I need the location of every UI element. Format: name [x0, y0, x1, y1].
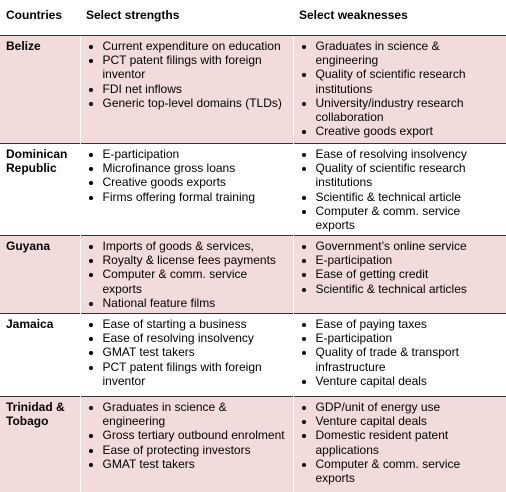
table-row: GuyanaImports of goods & services,Royalt…: [0, 236, 506, 314]
weaknesse-item: Graduates in science & engineering: [316, 39, 501, 67]
weaknesse-item: Quality of scientific research instituti…: [316, 67, 501, 95]
strengths-cell: Imports of goods & services,Royalty & li…: [80, 236, 293, 314]
weaknesse-item: GDP/unit of energy use: [316, 400, 501, 414]
weaknesses-cell: Ease of paying taxesE-participationQuali…: [293, 314, 506, 397]
header-cell: Select strengths: [80, 0, 293, 36]
weaknesse-item: Ease of resolving insolvency: [316, 147, 501, 161]
weaknesse-item: Computer & comm. service exports: [316, 457, 501, 485]
weaknesses-list: Government’s online serviceE-participati…: [300, 239, 501, 296]
country-cell: Jamaica: [0, 314, 80, 397]
header-cell: Countries: [0, 0, 80, 36]
weaknesse-item: Venture capital deals: [316, 374, 501, 388]
strengths-list: Imports of goods & services,Royalty & li…: [87, 239, 287, 310]
strength-item: Gross tertiary outbound enrolment: [103, 428, 287, 442]
strength-item: Imports of goods & services,: [103, 239, 287, 253]
strength-item: GMAT test takers: [103, 345, 287, 359]
country-cell: Guyana: [0, 236, 80, 314]
strengths-cell: Graduates in science & engineeringGross …: [80, 397, 293, 492]
strength-item: PCT patent filings with foreign inventor: [103, 360, 287, 388]
country-cell: Belize: [0, 36, 80, 144]
strengths-list: Ease of starting a businessEase of resol…: [87, 317, 287, 388]
table-header: Countries Select strengths Select weakne…: [0, 0, 506, 36]
weaknesses-list: Graduates in science & engineeringQualit…: [300, 39, 501, 138]
weaknesses-list: GDP/unit of energy useVenture capital de…: [300, 400, 501, 485]
strength-item: Firms offering formal training: [103, 190, 287, 204]
strength-item: PCT patent filings with foreign inventor: [103, 53, 287, 81]
country-cell: Dominican Republic: [0, 144, 80, 236]
weaknesse-item: Ease of paying taxes: [316, 317, 501, 331]
strengths-cell: Current expenditure on educationPCT pate…: [80, 36, 293, 144]
strengths-cell: E-participationMicrofinance gross loansC…: [80, 144, 293, 236]
strengths-list: E-participationMicrofinance gross loansC…: [87, 147, 287, 204]
strength-item: Computer & comm. service exports: [103, 267, 287, 295]
weaknesse-item: Quality of scientific research instituti…: [316, 161, 501, 189]
strength-item: Ease of protecting investors: [103, 443, 287, 457]
strength-item: GMAT test takers: [103, 457, 287, 471]
weaknesse-item: Government’s online service: [316, 239, 501, 253]
weaknesse-item: Venture capital deals: [316, 414, 501, 428]
strength-item: Royalty & license fees payments: [103, 253, 287, 267]
weaknesse-item: Domestic resident patent applications: [316, 428, 501, 456]
strengths-cell: Ease of starting a businessEase of resol…: [80, 314, 293, 397]
weaknesses-cell: GDP/unit of energy useVenture capital de…: [293, 397, 506, 492]
country-cell: Trinidad & Tobago: [0, 397, 80, 492]
weaknesse-item: University/industry research collaborati…: [316, 96, 501, 124]
strength-item: Creative goods exports: [103, 175, 287, 189]
weaknesse-item: Scientific & technical article: [316, 190, 501, 204]
strength-item: Microfinance gross loans: [103, 161, 287, 175]
table-body: BelizeCurrent expenditure on educationPC…: [0, 36, 506, 492]
header-cell: Select weaknesses: [293, 0, 506, 36]
strength-item: Ease of starting a business: [103, 317, 287, 331]
weaknesse-item: Computer & comm. service exports: [316, 204, 501, 232]
strength-item: Generic top-level domains (TLDs): [103, 96, 287, 110]
strength-item: National feature films: [103, 296, 287, 310]
weaknesses-cell: Government’s online serviceE-participati…: [293, 236, 506, 314]
weaknesse-item: E-participation: [316, 253, 501, 267]
weaknesse-item: E-participation: [316, 331, 501, 345]
weaknesse-item: Ease of getting credit: [316, 267, 501, 281]
table-row: BelizeCurrent expenditure on educationPC…: [0, 36, 506, 144]
weaknesse-item: Creative goods export: [316, 124, 501, 138]
weaknesses-cell: Graduates in science & engineeringQualit…: [293, 36, 506, 144]
strengths-list: Graduates in science & engineeringGross …: [87, 400, 287, 471]
strength-item: Graduates in science & engineering: [103, 400, 287, 428]
table-row: Dominican RepublicE-participationMicrofi…: [0, 144, 506, 236]
weaknesses-cell: Ease of resolving insolvencyQuality of s…: [293, 144, 506, 236]
table-row: Trinidad & TobagoGraduates in science & …: [0, 397, 506, 492]
strength-item: FDI net inflows: [103, 82, 287, 96]
strength-item: Current expenditure on education: [103, 39, 287, 53]
weaknesse-item: Scientific & technical articles: [316, 282, 501, 296]
weaknesse-item: Quality of trade & transport infrastruct…: [316, 345, 501, 373]
weaknesses-list: Ease of paying taxesE-participationQuali…: [300, 317, 501, 388]
strengths-list: Current expenditure on educationPCT pate…: [87, 39, 287, 110]
weaknesses-list: Ease of resolving insolvencyQuality of s…: [300, 147, 501, 232]
table-row: JamaicaEase of starting a businessEase o…: [0, 314, 506, 397]
strength-item: Ease of resolving insolvency: [103, 331, 287, 345]
strength-item: E-participation: [103, 147, 287, 161]
